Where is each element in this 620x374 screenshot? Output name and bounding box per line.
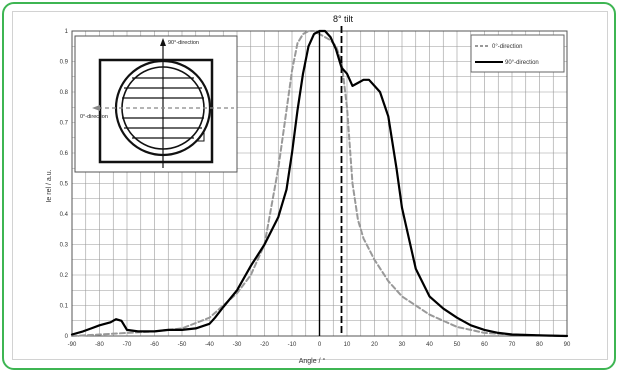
x-tick-label: -60 (150, 342, 159, 348)
series-layer (70, 29, 569, 338)
inset-corner-mark (195, 132, 205, 142)
tilt-annotation: 8° tilt (333, 14, 354, 24)
y-tick-label: 0.5 (60, 182, 69, 188)
x-tick-label: -70 (123, 342, 132, 348)
annotations (318, 26, 343, 336)
y-tick-label: 0.1 (60, 304, 69, 310)
x-tick-label: 10 (344, 342, 351, 348)
x-tick-label: 80 (536, 342, 543, 348)
x-tick-label: -30 (233, 342, 242, 348)
x-tick-label: 70 (509, 342, 516, 348)
y-tick-label: 0.6 (60, 151, 69, 157)
axes: -90 -80 -70 -60 -50 -40 -30 -20 -10 0 10 20 30 40 50 60… (60, 29, 571, 348)
x-tick-label: 50 (454, 342, 461, 348)
x-tick-label: -40 (205, 342, 214, 348)
inset-label-90: 90°-direction (168, 40, 199, 46)
y-tick-label: 0.4 (60, 212, 69, 218)
x-tick-label: -20 (260, 342, 269, 348)
x-tick-label: -50 (178, 342, 187, 348)
y-tick-label: 0 (65, 334, 69, 340)
series-0-direction-line (71, 30, 568, 337)
legend-label-0: 0°-direction (492, 44, 522, 50)
x-tick-label: -80 (95, 342, 104, 348)
inset-diagram: 90°-direction 0°-direction (74, 35, 238, 173)
x-tick-label: 30 (399, 342, 406, 348)
y-tick-label: 0.7 (60, 121, 69, 127)
x-tick-label: -90 (68, 342, 77, 348)
inset-up-arrow-icon (160, 38, 166, 46)
y-axis-label: Ie rel / a.u. (46, 169, 53, 202)
x-axis-label: Angle / ° (299, 357, 326, 365)
y-tick-label: 0.2 (60, 273, 69, 279)
series-90-direction-line (70, 29, 569, 338)
inset-label-0: 0°-direction (80, 114, 108, 120)
inset-left-arrow-icon (92, 105, 100, 111)
y-tick-label: 1 (65, 29, 69, 35)
x-tick-label: 40 (426, 342, 433, 348)
x-tick-label: -10 (288, 342, 297, 348)
y-tick-label: 0.9 (60, 60, 69, 66)
x-tick-label: 90 (564, 342, 571, 348)
y-tick-label: 0.8 (60, 90, 69, 96)
legend: 0°-direction 90°-direction (470, 34, 565, 73)
legend-box (470, 34, 565, 73)
y-tick-label: 0.3 (60, 243, 69, 249)
legend-label-90: 90°-direction (505, 60, 539, 66)
x-tick-label: 0 (318, 342, 322, 348)
x-tick-label: 60 (481, 342, 488, 348)
x-tick-label: 20 (371, 342, 378, 348)
